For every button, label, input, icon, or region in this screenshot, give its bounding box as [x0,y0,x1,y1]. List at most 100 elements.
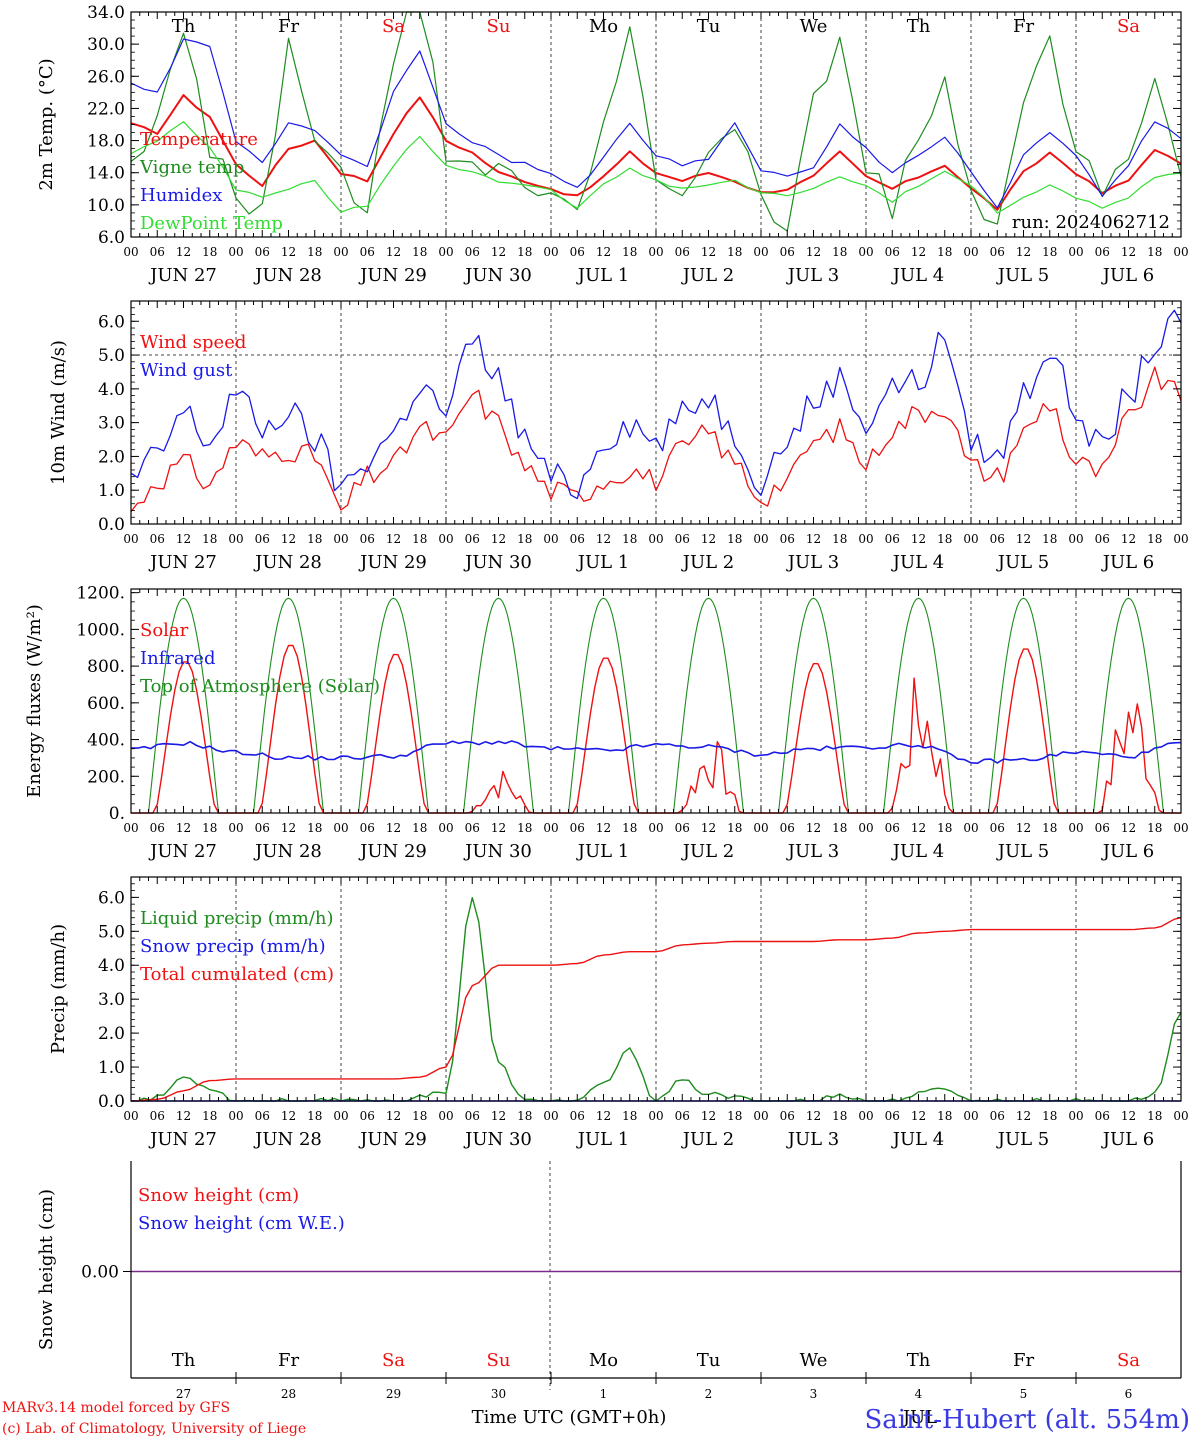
temp-date-label: JUL 4 [891,265,945,286]
energy-hour-label: 12 [596,821,611,835]
precip-hour-label: 18 [832,1109,847,1123]
temp-legend-entry: Humidex [140,185,222,206]
wind-y-tick-label: 2.0 [98,447,125,467]
energy-hour-label: 18 [727,821,742,835]
snow-weekday-label: Sa [1117,1350,1140,1371]
snow-weekday-label: Sa [382,1350,405,1371]
temp-hour-label: 18 [202,245,217,259]
temp-hour-label: 12 [806,245,821,259]
precip-date-label: JUN 30 [463,1129,532,1150]
precip-hour-label: 12 [911,1109,926,1123]
energy-hour-label: 00 [543,821,558,835]
wind-hour-label: 00 [858,532,873,546]
energy-y-tick-label: 1200. [76,584,125,604]
wind-hour-label: 12 [491,532,506,546]
energy-hour-label: 06 [360,821,375,835]
snow-day-number: 2 [705,1387,713,1401]
precip-hour-label: 18 [937,1109,952,1123]
precip-y-tick-label: 6.0 [98,888,125,908]
temp-weekday-label: Tu [697,16,721,37]
energy-hour-label: 12 [701,821,716,835]
temp-date-label: JUL 3 [786,265,840,286]
snow-weekday-label: Fr [1013,1350,1034,1371]
wind-y-tick-label: 4.0 [98,380,125,400]
energy-hour-label: 12 [806,821,821,835]
temp-series-line [130,94,1182,211]
precip-y-tick-label: 1.0 [98,1058,125,1078]
precip-hour-label: 12 [281,1109,296,1123]
energy-date-label: JUL 4 [891,841,945,862]
wind-date-label: JUN 29 [358,552,427,573]
precip-hour-label: 06 [990,1109,1005,1123]
temp-hour-label: 06 [780,245,795,259]
grid-layer [131,12,1181,1390]
wind-hour-label: 18 [832,532,847,546]
precip-date-label: JUN 28 [253,1129,322,1150]
energy-date-label: JUL 2 [681,841,735,862]
temp-weekday-label: Fr [1013,16,1034,37]
temp-date-label: JUL 6 [1101,265,1155,286]
temp-hour-label: 00 [1173,245,1188,259]
snow-legend-entry: Snow height (cm W.E.) [138,1213,345,1234]
energy-hour-label: 18 [622,821,637,835]
temp-date-label: JUN 29 [358,265,427,286]
temp-weekday-label: Su [487,16,511,37]
time-axis-label: Time UTC (GMT+0h) [472,1407,667,1428]
energy-hour-label: 18 [937,821,952,835]
precip-hour-label: 00 [438,1109,453,1123]
energy-hour-label: 12 [911,821,926,835]
wind-date-label: JUL 3 [786,552,840,573]
wind-hour-label: 18 [202,532,217,546]
precip-hour-label: 00 [648,1109,663,1123]
temp-hour-label: 06 [1095,245,1110,259]
temp-hour-label: 18 [832,245,847,259]
temp-y-tick-label: 14.0 [87,164,125,184]
precip-hour-label: 18 [727,1109,742,1123]
precip-hour-label: 00 [963,1109,978,1123]
wind-y-tick-label: 3.0 [98,414,125,434]
temp-hour-label: 12 [491,245,506,259]
energy-hour-label: 12 [176,821,191,835]
temp-hour-label: 00 [648,245,663,259]
snow-weekday-label: Tu [697,1350,721,1371]
wind-legend-entry: Wind gust [140,360,233,381]
temp-hour-label: 12 [911,245,926,259]
temp-weekday-label: We [800,16,828,37]
precip-hour-label: 18 [1042,1109,1057,1123]
energy-y-tick-label: 1000. [76,620,125,640]
energy-date-label: JUN 28 [253,841,322,862]
wind-hour-label: 18 [307,532,322,546]
temp-hour-label: 12 [701,245,716,259]
wind-hour-label: 18 [1042,532,1057,546]
precip-hour-label: 12 [1121,1109,1136,1123]
precip-hour-label: 06 [150,1109,165,1123]
snow-day-number: 27 [176,1387,191,1401]
wind-date-label: JUN 27 [148,552,217,573]
temp-hour-label: 00 [753,245,768,259]
temp-hour-label: 12 [1016,245,1031,259]
temp-hour-label: 06 [675,245,690,259]
credit-line-1: MARv3.14 model forced by GFS [2,1400,230,1416]
precip-date-label: JUL 5 [996,1129,1050,1150]
wind-hour-label: 12 [1121,532,1136,546]
precip-hour-label: 12 [806,1109,821,1123]
temp-weekday-label: Sa [382,16,405,37]
temp-hour-label: 00 [123,245,138,259]
wind-hour-label: 06 [360,532,375,546]
wind-hour-label: 12 [701,532,716,546]
snow-y-axis-label: Snow height (cm) [36,1189,57,1350]
energy-hour-label: 06 [990,821,1005,835]
precip-hour-label: 12 [701,1109,716,1123]
precip-hour-label: 00 [1068,1109,1083,1123]
temp-hour-label: 00 [438,245,453,259]
precip-hour-label: 00 [753,1109,768,1123]
temp-frame [130,11,1182,238]
precip-date-label: JUL 6 [1101,1129,1155,1150]
energy-hour-label: 00 [333,821,348,835]
temp-y-tick-label: 26.0 [87,67,125,87]
precip-date-label: JUL 4 [891,1129,945,1150]
precip-y-tick-label: 2.0 [98,1024,125,1044]
temp-weekday-label: Mo [589,16,618,37]
temp-date-label: JUL 2 [681,265,735,286]
energy-hour-label: 06 [1095,821,1110,835]
